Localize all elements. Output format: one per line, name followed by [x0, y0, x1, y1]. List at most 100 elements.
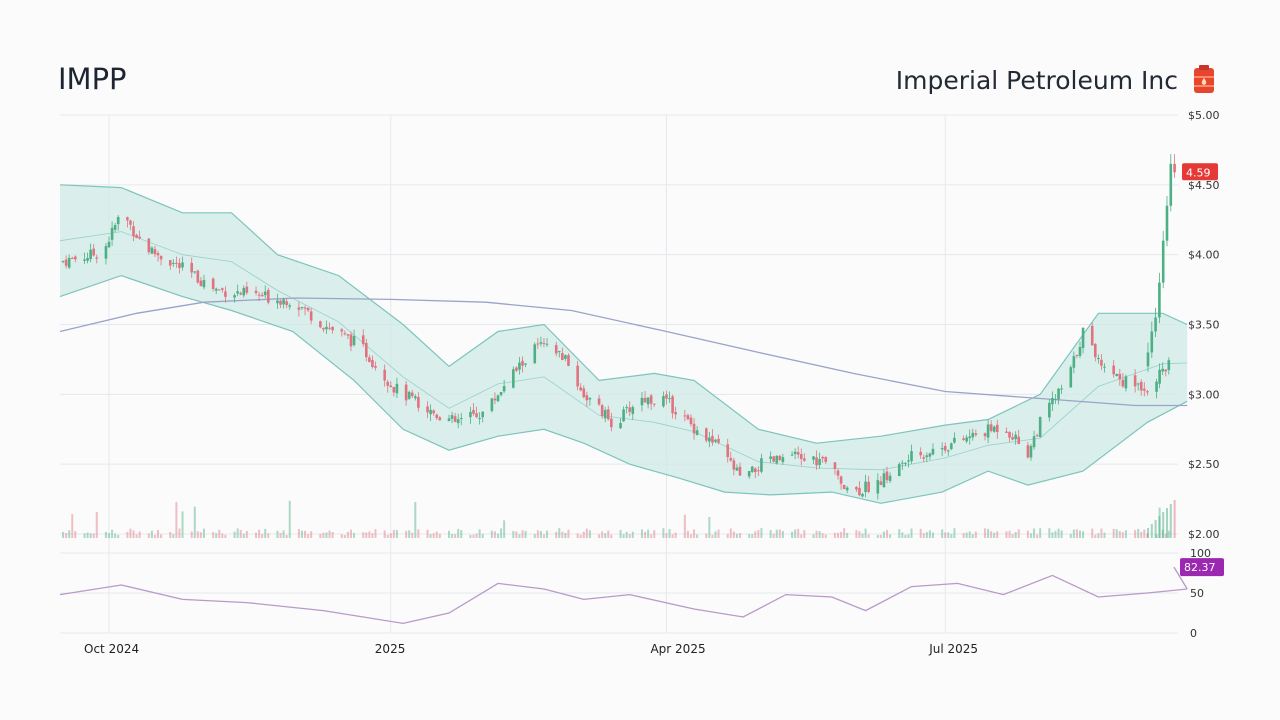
candle-body [453, 416, 457, 422]
volume-bar [668, 529, 671, 538]
volume-bar [1039, 528, 1042, 538]
candle-body [417, 397, 420, 408]
volume-bar [1008, 530, 1011, 538]
volume-bar [475, 533, 478, 538]
candle-body [585, 395, 589, 401]
rsi-value-badge [1180, 558, 1224, 577]
candle-body [652, 403, 656, 405]
volume-bar [126, 531, 129, 538]
candle-body [1078, 347, 1082, 356]
volume-bar [561, 531, 564, 538]
volume-bar [147, 533, 150, 538]
candle-body [322, 328, 325, 330]
candle-body [297, 307, 301, 310]
candle-body [1146, 391, 1149, 393]
candle-body [236, 291, 239, 294]
candle-body [704, 428, 708, 441]
candle-body [885, 471, 889, 481]
candle-body [1146, 352, 1150, 367]
volume-bar [181, 511, 184, 538]
volume-bar [1054, 530, 1057, 538]
volume-bar [533, 534, 536, 538]
candle-body [178, 263, 181, 268]
volume-bar [383, 530, 386, 538]
candle-body [631, 407, 635, 414]
candle-body [858, 487, 861, 496]
volume-bar [108, 533, 111, 538]
candlesticks [61, 154, 1176, 500]
volume-bar [650, 534, 653, 538]
candle-body [876, 480, 880, 494]
candle-body [907, 460, 910, 462]
candle-body [214, 288, 218, 291]
candle-body [1093, 344, 1097, 358]
candle-body [1161, 368, 1164, 372]
volume-bar [598, 534, 601, 538]
candle-body [1158, 282, 1161, 318]
volume-bar [435, 531, 438, 538]
volume-bar [950, 534, 953, 538]
volume-bar [478, 529, 481, 538]
bollinger-upper-line [59, 184, 1188, 444]
candle-body [992, 426, 996, 432]
candle-body [64, 259, 68, 266]
y-tick-label: $2.50 [1188, 458, 1220, 471]
volume-bar [503, 520, 506, 538]
candle-body [582, 388, 586, 398]
volume-bar [1069, 533, 1072, 538]
candle-body [1014, 434, 1017, 440]
candle-body [864, 481, 867, 493]
volume-bar [987, 528, 990, 538]
candle-body [410, 392, 414, 397]
candle-body [904, 462, 907, 464]
volume-bar [714, 531, 717, 538]
volume-bar [610, 534, 613, 538]
rsi-tick-label: 50 [1190, 587, 1204, 600]
candle-body [1060, 388, 1063, 390]
rsi-line-tail [1173, 566, 1188, 590]
candle-body [769, 456, 772, 459]
volume-bar [1075, 529, 1078, 538]
candle-body [319, 321, 322, 328]
candle-body [175, 262, 178, 264]
volume-bar [1143, 529, 1146, 538]
candle-body [129, 220, 132, 225]
candle-body [224, 291, 227, 297]
y-tick-label: $3.50 [1188, 319, 1220, 332]
candle-body [1112, 365, 1115, 375]
volume-bar [325, 532, 328, 538]
volume-bar [576, 533, 579, 538]
volume-bar [331, 532, 334, 538]
volume-bar [622, 534, 625, 538]
volume-bar [224, 534, 227, 538]
volume-bar [451, 533, 454, 538]
moving-average [59, 297, 1188, 407]
volume-bar [261, 534, 264, 538]
volume-bar [555, 531, 558, 538]
candle-body [1051, 398, 1054, 405]
candle-body [1173, 163, 1176, 173]
volume-bar [221, 533, 224, 538]
volume-bar [953, 528, 956, 538]
candle-body [606, 409, 610, 420]
candle-body [279, 300, 282, 305]
volume-bar [1162, 512, 1165, 538]
volume-bar [907, 534, 910, 538]
volume-bar [696, 534, 699, 538]
candle-body [815, 457, 818, 466]
ticker-symbol: IMPP [58, 62, 127, 96]
candle-body [533, 344, 537, 364]
candle-body [662, 396, 665, 407]
candle-body [796, 452, 800, 455]
volume-bar [349, 529, 352, 538]
volume-bar [1124, 530, 1127, 538]
candle-body [1165, 205, 1169, 241]
volume-bar [1147, 528, 1149, 538]
volume-bar [843, 528, 846, 538]
candle-body [1075, 354, 1079, 356]
volume-bar [138, 531, 141, 538]
candle-body [1072, 356, 1076, 368]
candle-body [395, 383, 399, 394]
volume-bar [683, 514, 686, 538]
volume-bar [974, 531, 977, 538]
